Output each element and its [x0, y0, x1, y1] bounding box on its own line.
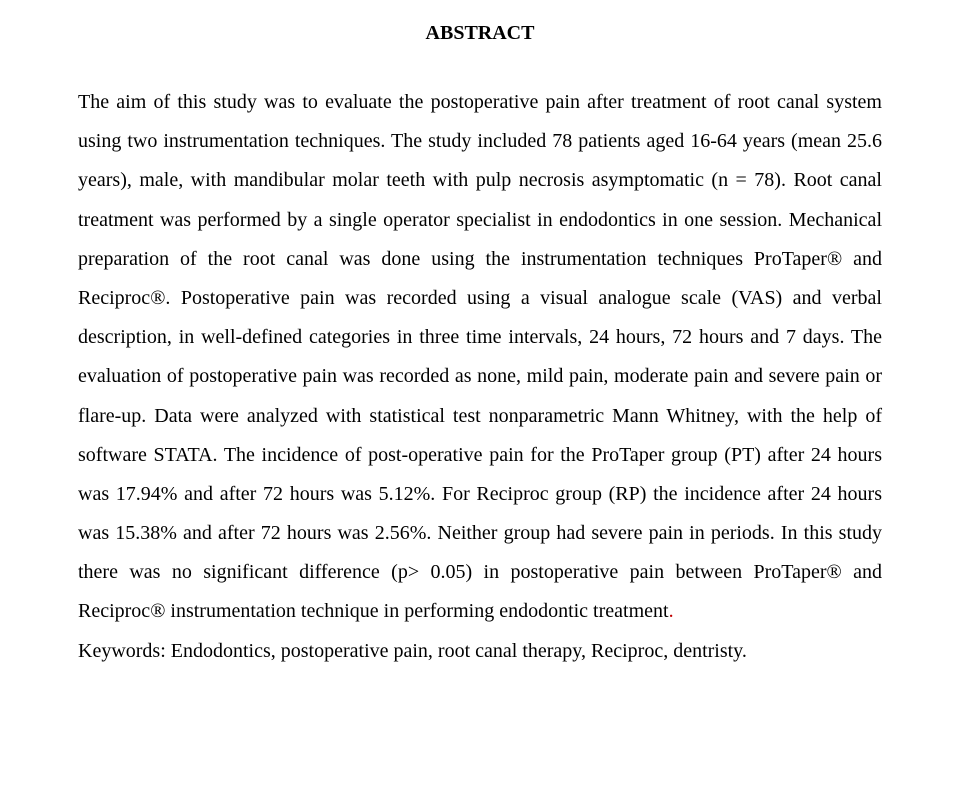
abstract-page: ABSTRACT The aim of this study was to ev… [0, 0, 960, 689]
page-title: ABSTRACT [78, 22, 882, 45]
abstract-body-red-period: . [669, 600, 674, 622]
keywords-line: Keywords: Endodontics, postoperative pai… [78, 632, 882, 671]
abstract-body-text: The aim of this study was to evaluate th… [78, 91, 882, 622]
abstract-body: The aim of this study was to evaluate th… [78, 83, 882, 632]
